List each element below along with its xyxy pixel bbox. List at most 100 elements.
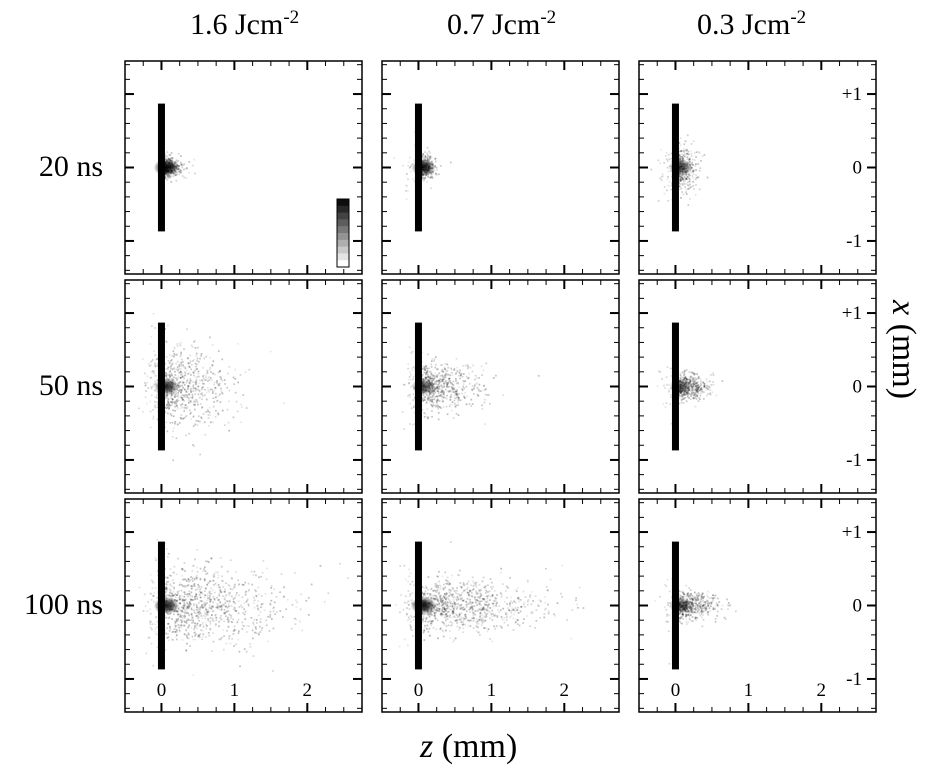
plume-dot bbox=[435, 172, 437, 175]
plume-dot bbox=[200, 416, 203, 419]
plume-dot bbox=[438, 392, 440, 395]
plume-dot bbox=[681, 153, 683, 155]
plume-dot bbox=[170, 401, 172, 403]
plume-dot bbox=[432, 379, 434, 382]
plume-dot bbox=[199, 591, 202, 593]
plume-dot bbox=[195, 608, 198, 611]
plume-dot bbox=[172, 409, 174, 412]
plume-dot bbox=[456, 370, 459, 372]
plume-dot bbox=[266, 567, 268, 570]
plume-dot bbox=[212, 620, 215, 622]
plume-dot bbox=[463, 373, 465, 375]
plume-dot bbox=[183, 586, 186, 588]
plume-dot bbox=[212, 360, 215, 363]
plume-dot bbox=[209, 617, 212, 619]
halo-dot bbox=[666, 366, 669, 368]
plume-dot bbox=[180, 417, 183, 420]
plume-dot bbox=[479, 600, 481, 603]
plume-dot bbox=[241, 628, 244, 630]
plume-dot bbox=[224, 611, 227, 614]
plume-dot bbox=[187, 627, 189, 629]
plume-dot bbox=[200, 393, 202, 395]
plume-dot bbox=[685, 377, 687, 379]
plume-dot bbox=[446, 614, 448, 617]
plume-dot bbox=[700, 380, 702, 383]
plume-dot bbox=[478, 589, 480, 592]
plume-scatter bbox=[401, 341, 540, 430]
plume-dot bbox=[323, 600, 326, 603]
plume-dot bbox=[173, 586, 175, 589]
plume-dot bbox=[179, 388, 182, 391]
plume-dot bbox=[442, 392, 445, 395]
plume-dot bbox=[180, 391, 183, 393]
plume-dot bbox=[441, 379, 443, 381]
plume-dot bbox=[228, 594, 231, 596]
plume-dot bbox=[233, 606, 236, 609]
plume-dot bbox=[206, 614, 209, 616]
plume-dot bbox=[257, 600, 259, 603]
plume-dot bbox=[434, 387, 437, 390]
plume-dot bbox=[436, 589, 439, 592]
plume-dot bbox=[680, 187, 683, 190]
plume-dot bbox=[543, 596, 546, 598]
plume-dot bbox=[217, 576, 220, 579]
plume-dot bbox=[682, 393, 685, 396]
plume-dot bbox=[169, 374, 172, 377]
halo-dot bbox=[661, 173, 664, 176]
plume-dot bbox=[167, 633, 169, 635]
plume-dot bbox=[339, 562, 341, 565]
plume-dot bbox=[193, 374, 195, 377]
plume-dot bbox=[464, 364, 467, 367]
halo-dot bbox=[156, 357, 158, 360]
plume-dot bbox=[209, 600, 212, 603]
plume-dot bbox=[693, 379, 696, 381]
plume-dot bbox=[215, 409, 217, 412]
plume-dot bbox=[183, 562, 186, 564]
plume-dot bbox=[186, 328, 188, 330]
plume-dot bbox=[469, 366, 472, 369]
plume-dot bbox=[703, 385, 706, 388]
plume-dot bbox=[255, 574, 257, 577]
plume-dot bbox=[476, 382, 478, 385]
plume-dot bbox=[169, 374, 171, 376]
plume-dot bbox=[442, 630, 445, 633]
halo-dot bbox=[152, 409, 154, 411]
plume-dot bbox=[427, 375, 430, 378]
plume-dot bbox=[445, 602, 447, 605]
plume-dot bbox=[171, 585, 173, 588]
plume-dot bbox=[694, 397, 697, 399]
plume-dot bbox=[220, 378, 222, 380]
plume-dot bbox=[201, 604, 203, 607]
plume-dot bbox=[181, 389, 183, 392]
halo-dot bbox=[410, 170, 412, 173]
plume-dot bbox=[691, 175, 694, 177]
plume-dot bbox=[431, 360, 433, 362]
plume-dot bbox=[466, 367, 469, 370]
plume-dot bbox=[448, 583, 451, 586]
plume-dot bbox=[185, 381, 188, 384]
plume-dot bbox=[436, 386, 438, 389]
plume-dot bbox=[453, 394, 456, 397]
plume-dot bbox=[214, 387, 217, 389]
halo-dot bbox=[412, 393, 415, 396]
halo-dot bbox=[414, 396, 416, 399]
plume-dot bbox=[196, 623, 199, 625]
plume-dot bbox=[217, 598, 220, 601]
plume-dot bbox=[441, 599, 444, 602]
plume-dot bbox=[441, 613, 443, 616]
plume-dot bbox=[188, 381, 191, 384]
halo-dot bbox=[665, 402, 668, 404]
plume-dot bbox=[684, 140, 687, 143]
plume-dot bbox=[272, 610, 275, 613]
plume-dot bbox=[703, 386, 706, 388]
plume-dot bbox=[701, 392, 703, 394]
plume-dot bbox=[213, 401, 215, 403]
halo-dot bbox=[154, 380, 157, 383]
plume-dot bbox=[220, 605, 223, 607]
plume-dot bbox=[435, 609, 437, 611]
plume-dot bbox=[181, 406, 183, 408]
plume-dot bbox=[269, 602, 272, 605]
plume-dot bbox=[184, 374, 186, 377]
plume-dot bbox=[475, 377, 478, 379]
halo-dot bbox=[155, 396, 158, 399]
